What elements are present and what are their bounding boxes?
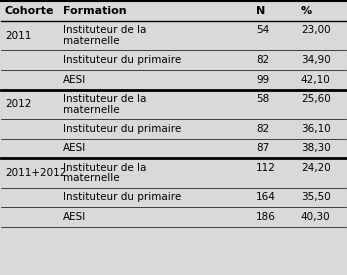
Text: 2012: 2012: [5, 99, 31, 109]
Text: 24,20: 24,20: [301, 163, 331, 173]
Text: 2011: 2011: [5, 31, 31, 41]
Text: Instituteur de la: Instituteur de la: [64, 25, 147, 35]
Text: Instituteur du primaire: Instituteur du primaire: [64, 55, 181, 65]
Text: AESI: AESI: [64, 143, 87, 153]
Text: 38,30: 38,30: [301, 143, 331, 153]
Text: Instituteur de la: Instituteur de la: [64, 163, 147, 173]
Text: AESI: AESI: [64, 75, 87, 85]
Text: 186: 186: [256, 212, 276, 222]
Text: AESI: AESI: [64, 212, 87, 222]
Text: 82: 82: [256, 55, 269, 65]
Text: Formation: Formation: [64, 6, 127, 16]
Text: 87: 87: [256, 143, 269, 153]
Text: Instituteur de la: Instituteur de la: [64, 94, 147, 104]
Text: maternelle: maternelle: [64, 173, 120, 183]
Text: Instituteur du primaire: Instituteur du primaire: [64, 192, 181, 202]
Text: 82: 82: [256, 124, 269, 134]
Text: 40,30: 40,30: [301, 212, 330, 222]
Text: 25,60: 25,60: [301, 94, 331, 104]
Text: 2011+2012: 2011+2012: [5, 168, 66, 178]
Text: maternelle: maternelle: [64, 104, 120, 115]
Text: Cohorte: Cohorte: [5, 6, 54, 16]
Text: Instituteur du primaire: Instituteur du primaire: [64, 124, 181, 134]
Text: maternelle: maternelle: [64, 36, 120, 46]
Text: N: N: [256, 6, 265, 16]
Text: 36,10: 36,10: [301, 124, 331, 134]
Text: 54: 54: [256, 25, 269, 35]
Text: 99: 99: [256, 75, 269, 85]
Text: 34,90: 34,90: [301, 55, 331, 65]
Text: 58: 58: [256, 94, 269, 104]
Text: 112: 112: [256, 163, 276, 173]
Text: %: %: [301, 6, 312, 16]
Text: 164: 164: [256, 192, 276, 202]
Text: 35,50: 35,50: [301, 192, 331, 202]
Text: 42,10: 42,10: [301, 75, 331, 85]
Text: 23,00: 23,00: [301, 25, 330, 35]
